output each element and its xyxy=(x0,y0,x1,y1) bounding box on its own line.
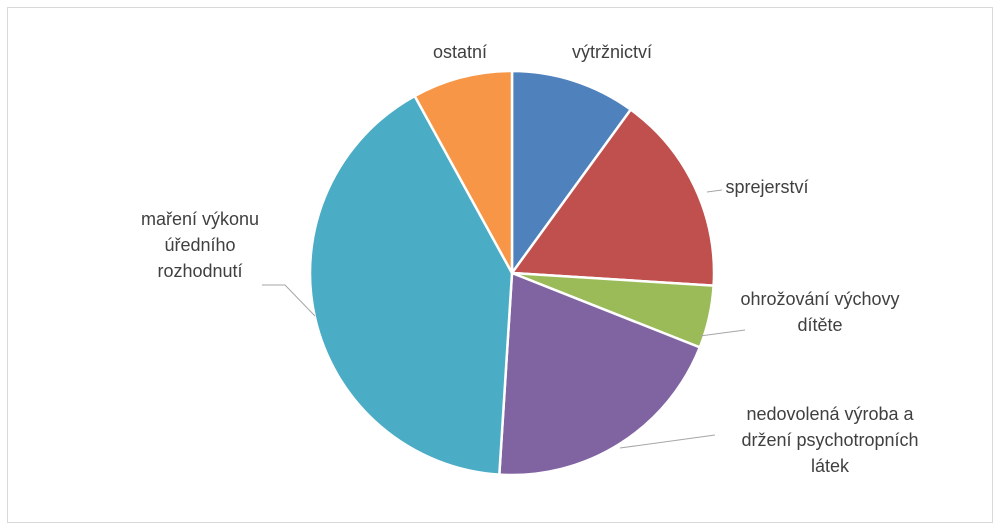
slice-label: výtržnictví xyxy=(571,42,652,62)
slice-label: ohrožování výchovy dítěte xyxy=(740,289,900,335)
leader-line xyxy=(706,189,723,193)
slice-label: maření výkonu úředního rozhodnutí xyxy=(140,209,260,281)
pie xyxy=(308,69,716,477)
leader-line xyxy=(262,284,316,317)
pie-slice xyxy=(510,69,633,277)
leader-line xyxy=(699,329,746,337)
leader-lines xyxy=(262,189,746,449)
pie-slice xyxy=(412,69,514,274)
pie-slice xyxy=(497,271,702,477)
slice-label: sprejerství xyxy=(725,177,809,197)
leader-line xyxy=(619,434,716,449)
slice-label: nedovolená výroba a držení psychotropníc… xyxy=(741,404,919,476)
slice-label: ostatní xyxy=(432,42,488,62)
pie-slice xyxy=(509,107,716,288)
pie-slice xyxy=(308,94,514,476)
